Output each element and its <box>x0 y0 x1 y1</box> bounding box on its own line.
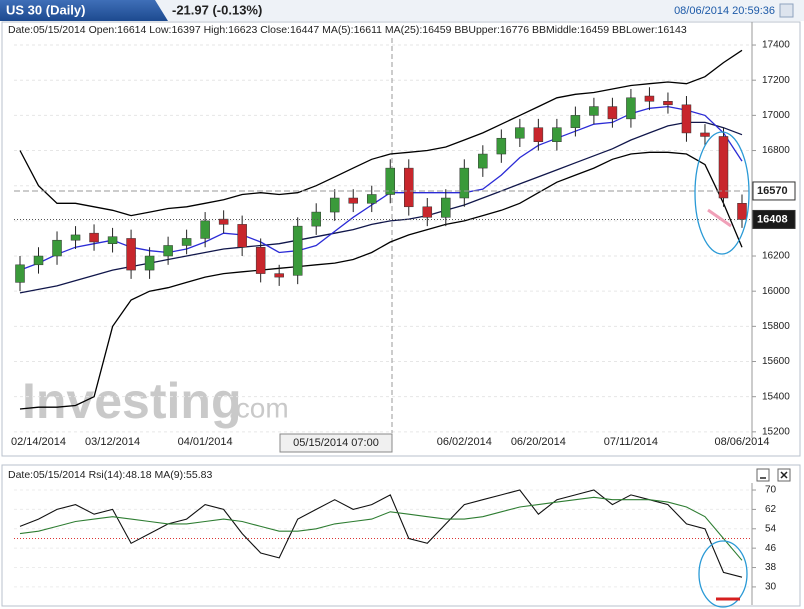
series-line <box>19 151 743 410</box>
title-tab <box>0 0 168 21</box>
candle-body <box>237 224 247 248</box>
candle-body <box>70 234 81 241</box>
candle-body <box>404 167 414 208</box>
watermark-suffix: .com <box>228 392 289 423</box>
x-tick-label: 07/11/2014 <box>604 436 658 448</box>
candle-body <box>644 95 655 102</box>
candle-body <box>552 127 562 142</box>
header-bar <box>0 0 804 21</box>
watermark: Investing <box>22 373 241 429</box>
series-line <box>19 105 743 271</box>
y-tick-label: 15600 <box>762 356 790 367</box>
candle-body <box>255 246 266 274</box>
candle-body <box>329 197 340 213</box>
candle-body <box>385 167 396 195</box>
series-line <box>19 121 743 294</box>
candle-body <box>663 101 673 106</box>
highlight-stroke <box>707 208 732 228</box>
change: -21.97 (-0.13%) <box>172 2 262 17</box>
y-tick-label: 30 <box>765 582 777 593</box>
y-tick-label: 16000 <box>762 286 790 297</box>
series-line <box>19 49 743 217</box>
candle-body <box>515 127 525 139</box>
x-tick-label: 04/01/2014 <box>178 436 233 448</box>
main-panel <box>1 21 801 457</box>
candle-body <box>311 211 321 227</box>
y-tick-label: 17200 <box>762 75 790 86</box>
candle-body <box>107 236 118 244</box>
y-tick-label: 46 <box>765 543 777 554</box>
x-tick-label: 02/14/2014 <box>11 436 66 448</box>
candle-body <box>33 255 44 266</box>
price-box <box>752 209 796 229</box>
rsi-panel <box>1 464 801 607</box>
candle-body <box>163 245 173 257</box>
candle-body <box>496 137 507 155</box>
price-box <box>752 181 796 201</box>
price-label: 16570 <box>757 185 788 197</box>
candle-body <box>126 238 136 271</box>
y-tick-label: 38 <box>765 562 777 573</box>
y-tick-label: 70 <box>765 485 777 496</box>
price-label: 16408 <box>757 213 788 225</box>
candle-body <box>15 264 25 283</box>
y-tick-label: 15800 <box>762 321 790 332</box>
y-tick-label: 16200 <box>762 251 790 262</box>
candle-body <box>626 97 636 120</box>
candle-body <box>589 106 599 116</box>
x-tick-label: 03/12/2014 <box>85 436 140 448</box>
y-tick-label: 62 <box>765 504 777 515</box>
y-tick-label: 54 <box>765 523 777 534</box>
close-icon <box>780 471 788 479</box>
y-tick-label: 17400 <box>762 40 790 51</box>
highlight-ellipse <box>694 131 750 255</box>
crosshair-label: 05/15/2014 07:00 <box>293 437 379 449</box>
rsi-info-line: Date:05/15/2014 Rsi(14):48.18 MA(9):55.8… <box>8 469 212 481</box>
candle-body <box>292 225 303 276</box>
candle-body <box>200 220 210 239</box>
y-tick-label: 15200 <box>762 426 790 437</box>
candle-body <box>607 106 618 120</box>
candle-body <box>181 238 192 246</box>
candle-body <box>218 218 229 225</box>
y-tick-label: 16800 <box>762 145 790 156</box>
x-tick-label: 06/02/2014 <box>437 436 492 448</box>
x-tick-label: 06/20/2014 <box>511 436 566 448</box>
candle-body <box>144 255 155 271</box>
series-line <box>19 496 743 561</box>
y-tick-label: 15400 <box>762 391 790 402</box>
title: US 30 (Daily) <box>6 2 85 17</box>
candle-body <box>274 273 284 278</box>
candle-body <box>718 136 729 199</box>
candle-body <box>478 153 488 169</box>
candle-body <box>348 197 358 204</box>
candle-body <box>422 206 433 218</box>
candle-body <box>570 115 581 128</box>
crosshair-label-box <box>279 433 393 453</box>
x-tick-label: 08/06/2014 <box>714 436 769 448</box>
candle-body <box>366 194 377 204</box>
highlight-ellipse <box>698 540 748 608</box>
settings-button[interactable] <box>779 3 794 18</box>
candle-body <box>52 239 62 257</box>
timestamp: 08/06/2014 20:59:36 <box>674 5 775 17</box>
candle-body <box>700 132 710 137</box>
candle-body <box>441 197 451 218</box>
candle-body <box>681 104 692 134</box>
candle-body <box>737 203 747 220</box>
y-tick-label: 17000 <box>762 110 790 121</box>
candle-body <box>459 167 470 199</box>
candle-body <box>89 232 99 243</box>
candle-body <box>533 127 544 142</box>
minimize-button[interactable] <box>756 468 770 482</box>
info-line: Date:05/15/2014 Open:16614 Low:16397 Hig… <box>8 24 687 36</box>
